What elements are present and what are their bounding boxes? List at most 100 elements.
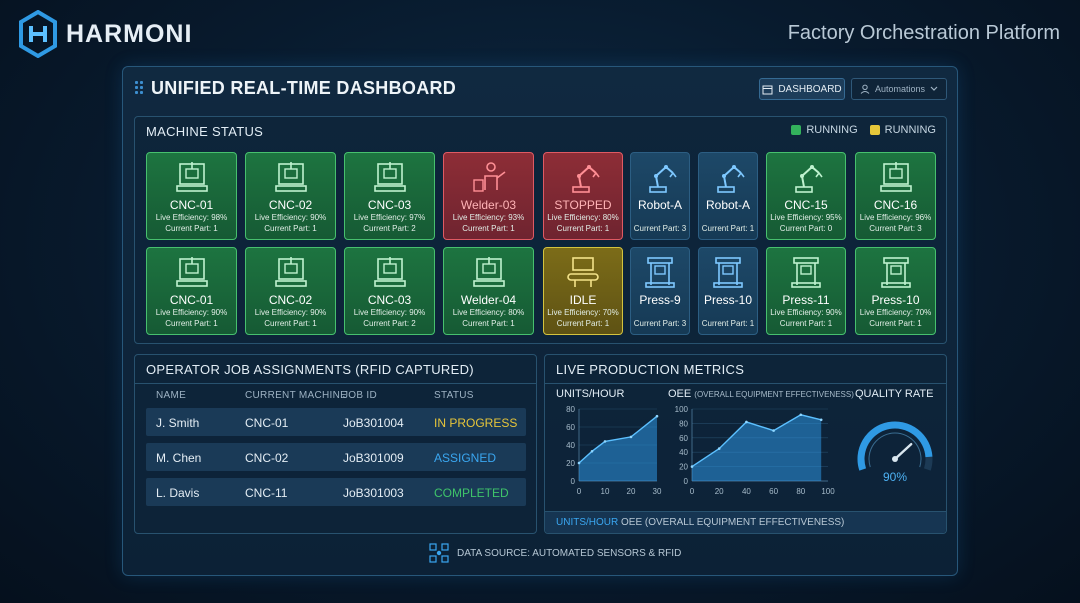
live-efficiency: Live Efficiency: 70% [547,308,619,317]
machine-name: STOPPED [554,198,612,212]
data-point [655,414,659,418]
machine-name: CNC-01 [169,293,214,307]
footer-units-label[interactable]: UNITS/HOUR [556,517,619,528]
machine-tile[interactable]: Welder-04 Live Efficiency: 80% Current Par… [443,247,534,335]
machine-name: Press-10 [703,293,753,307]
machine-name: Robot-A [705,198,751,212]
units-per-hour-chart: 0 20 40 60 80 0 10 20 30 [566,405,662,496]
job-status: ASSIGNED [434,451,497,465]
platform-tagline: Factory Orchestration Platform [787,22,1060,44]
job-status: IN PROGRESS [434,416,518,430]
dashboard-window: UNIFIED REAL-TIME DASHBOARD DASHBOARD Au… [122,66,958,576]
live-efficiency: Live Efficiency: 95% [770,213,842,222]
data-point [577,461,581,465]
oee-title: OEE [668,388,692,400]
y-tick-label: 0 [684,477,689,486]
units-chart-title: UNITS/HOUR [556,388,625,400]
job-row[interactable]: J. Smith CNC-01 JoB301004 IN PROGRESS [146,408,526,436]
machine-tile[interactable]: CNC-15 Live Efficiency: 95% Current Part: … [766,152,846,240]
machine-tile[interactable]: CNC-16 Live Efficiency: 96% Current Part: … [855,152,936,240]
robot-arm-icon [649,165,677,193]
machine-status-panel: MACHINE STATUS RUNNING RUNNING CNC-01 Liv… [134,116,947,344]
current-part: Current Part: 1 [165,224,218,233]
oee-chart: 0 20 40 60 80 100 0 20 40 60 80 100 [675,405,836,496]
current-part: Current Part: 3 [633,224,687,233]
machine-tile[interactable]: Robot-A Current Part: 1 [698,152,758,240]
machine-tile[interactable]: Press-9 Current Part: 3 [630,247,690,335]
machine-name: CNC-16 [873,198,918,212]
y-tick-label: 60 [566,423,575,432]
machine-tile[interactable]: Press-11 Live Efficiency: 90% Current Part… [766,247,846,335]
machine-name: Welder-04 [460,293,517,307]
machine-tile[interactable]: CNC-02 Live Efficiency: 90% Current Part: … [245,247,336,335]
robot-arm-icon [572,165,600,193]
machine-tile[interactable]: CNC-02 Live Efficiency: 90% Current Part: … [245,152,336,240]
operator-jobs-panel: OPERATOR JOB ASSIGNMENTS (RFID CAPTURED)… [134,354,537,534]
press-icon [791,257,821,288]
machine-tile[interactable]: CNC-01 Live Efficiency: 90% Current Part: … [146,247,237,335]
production-metrics-panel: LIVE PRODUCTION METRICS UNITS/HOUR OEE (… [544,354,947,534]
press-icon [880,257,911,288]
operator-name: M. Chen [156,451,202,465]
current-part: Current Part: 1 [165,319,218,328]
machine-tile[interactable]: Robot-A Current Part: 3 [630,152,690,240]
automations-dropdown[interactable]: Automations [851,78,947,100]
live-efficiency: Live Efficiency: 90% [254,213,327,222]
brand-name: HARMONI [66,19,193,48]
operator-name: J. Smith [156,416,200,430]
dashboard-button[interactable]: DASHBOARD [759,78,845,100]
job-status: COMPLETED [434,486,509,500]
x-tick-label: 0 [690,487,695,496]
machine-tile[interactable]: Press-10 Current Part: 1 [698,247,758,335]
footer-oee-label[interactable]: OEE (OVERALL EQUIPMENT EFFECTIVENESS) [621,517,845,528]
machine-tile[interactable]: CNC-03 Live Efficiency: 97% Current Part: … [344,152,435,240]
job-row[interactable]: M. Chen CNC-02 JoB301009 ASSIGNED [146,443,526,471]
drag-handle-icon[interactable] [135,81,145,97]
machine-tile[interactable]: CNC-03 Live Efficiency: 90% Current Part: … [344,247,435,335]
live-efficiency: Live Efficiency: 90% [155,308,228,317]
harmoni-logo-icon [19,10,57,58]
machine-tile[interactable]: CNC-01 Live Efficiency: 98% Current Part: … [146,152,237,240]
col-machine: CURRENT MACHINE [245,390,348,401]
y-tick-label: 20 [679,463,688,472]
current-part: Current Part: 2 [363,319,416,328]
current-part: Current Part: 1 [701,224,755,233]
current-part: Current Part: 1 [701,319,755,328]
machine-name: CNC-03 [367,293,412,307]
jobs-divider [135,383,536,384]
current-part: Current Part: 2 [363,224,416,233]
live-efficiency: Live Efficiency: 80% [547,213,619,222]
col-job-id: JOB ID [343,390,378,401]
data-point [603,440,607,443]
live-efficiency: Live Efficiency: 90% [254,308,327,317]
quality-rate-value: 90% [883,470,907,484]
machine-tile[interactable]: IDLE Live Efficiency: 70% Current Part: 1 [543,247,623,335]
live-efficiency: Live Efficiency: 97% [353,213,426,222]
current-part: Current Part: 0 [779,224,833,233]
dashboard-button-label: DASHBOARD [778,83,842,95]
status-legend: RUNNING RUNNING [791,124,936,136]
data-point [772,429,775,432]
operator-name: L. Davis [156,486,200,500]
live-efficiency: Live Efficiency: 90% [770,308,842,317]
cnc-icon [373,257,406,287]
data-point [745,420,748,424]
machine-name: Press-10 [871,293,920,307]
x-tick-label: 30 [653,487,662,496]
cnc-icon [175,162,208,192]
machine-tile[interactable]: Press-10 Live Efficiency: 70% Current Part… [855,247,936,335]
machine-tile[interactable]: STOPPED Live Efficiency: 80% Current Part:… [543,152,623,240]
current-part: Current Part: 1 [779,319,833,328]
metrics-footer: UNITS/HOUR OEE (OVERALL EQUIPMENT EFFECT… [545,511,946,533]
x-tick-label: 20 [627,487,636,496]
x-tick-label: 80 [796,487,805,496]
legend-swatch-yellow [869,125,880,135]
cnc-icon [274,257,307,287]
legend-swatch-green [791,125,802,135]
x-tick-label: 40 [742,487,751,496]
machine-tile[interactable]: Welder-03 Live Efficiency: 93% Current Par… [443,152,534,240]
cnc-icon [175,257,208,287]
machine-name: Press-9 [639,293,681,307]
job-row[interactable]: L. Davis CNC-11 JoB301003 COMPLETED [146,478,526,506]
area-fill [692,414,822,481]
